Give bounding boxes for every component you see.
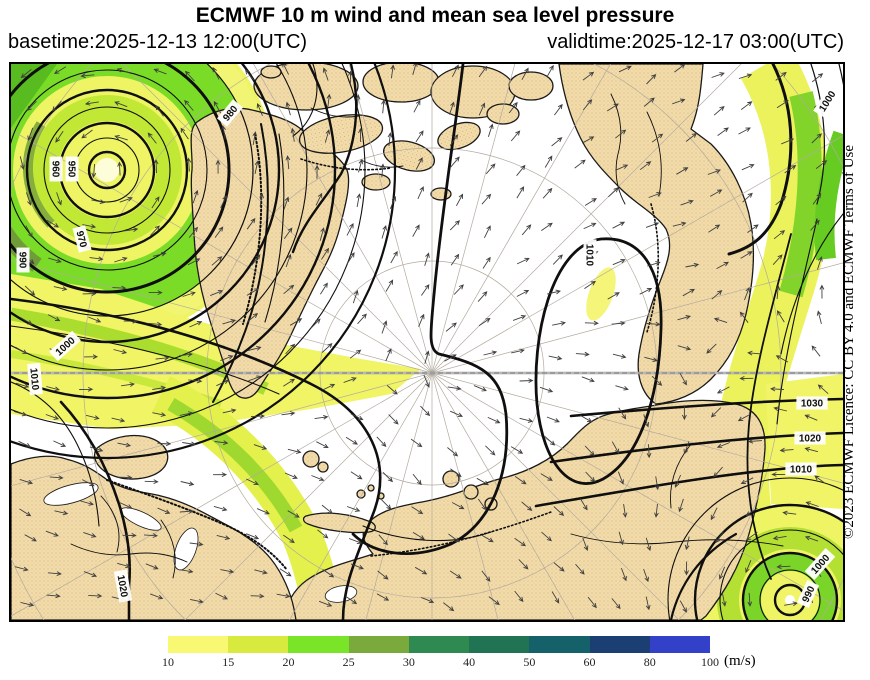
colorbar-segment (168, 636, 229, 653)
copyright-credit: ©2023 ECMWF Licence: CC BY 4.0 and ECMWF… (841, 144, 857, 540)
colorbar-segment (288, 636, 349, 653)
colorbar-segment (529, 636, 590, 653)
time-line: basetime:2025-12-13 12:00(UTC) validtime… (0, 31, 870, 57)
land-novaya-zemlya (302, 512, 376, 534)
pressure-label: 960 (49, 156, 63, 182)
colorbar-labels: 10 15 20 25 30 40 50 60 80 100 (m/s) (162, 653, 868, 673)
colorbar-tick-label: 60 (583, 655, 596, 669)
pressure-label: 1020 (794, 431, 826, 445)
pressure-label: 1010 (785, 462, 817, 476)
colorbar-tick-label: 50 (523, 655, 536, 669)
svg-text:960: 960 (49, 161, 60, 178)
svg-text:1030: 1030 (801, 399, 824, 410)
pressure-label: 990 (16, 247, 30, 273)
validtime-label: validtime:2025-12-17 03:00(UTC) (547, 31, 844, 53)
svg-text:990: 990 (16, 252, 27, 269)
colorbar-tick-label: 20 (282, 655, 295, 669)
colorbar-tick-label: 40 (463, 655, 476, 669)
colorbar-tick-label: 80 (643, 655, 656, 669)
pressure-label: 970 (72, 225, 92, 253)
land-russia (282, 399, 766, 620)
colorbar-segment (589, 636, 650, 653)
map-canvas: 960 9509709809901000101010101030102010101… (11, 64, 843, 620)
weather-map: 960 950 970 980 990 1000 1010 1010 1030 1020 1010 1… (9, 62, 845, 622)
colorbar-segment (469, 636, 530, 653)
coast-speckle (106, 133, 660, 571)
pressure-label: 1010 (583, 239, 597, 271)
colorbar-segment (348, 636, 409, 653)
pressure-label: 1010 (27, 362, 43, 396)
svg-text:1010: 1010 (583, 244, 594, 267)
pressure-label: 1030 (796, 396, 828, 410)
wind-speed-colorbar (168, 636, 710, 653)
colorbar-segment (228, 636, 289, 653)
svg-text:1010: 1010 (27, 368, 40, 392)
colorbar-segment (408, 636, 470, 653)
pressure-label: 950 (65, 156, 79, 182)
land-east-siberia (558, 64, 755, 405)
colorbar-tick-label: 100 (701, 655, 719, 669)
land-detail-lines (70, 93, 784, 579)
svg-text:1020: 1020 (115, 574, 130, 598)
colorbar-tick-label: 15 (222, 655, 235, 669)
page-title: ECMWF 10 m wind and mean sea level press… (195, 4, 675, 27)
pressure-label: 1020 (113, 569, 133, 603)
svg-text:950: 950 (65, 161, 76, 178)
colorbar-tick-label: 10 (162, 655, 174, 669)
colorbar-segment (649, 636, 710, 653)
colorbar-tick-label: 25 (342, 655, 355, 669)
land-layer (11, 64, 766, 620)
svg-text:1020: 1020 (799, 434, 822, 445)
colorbar-unit-label: (m/s) (724, 653, 756, 669)
svg-text:1010: 1010 (790, 465, 813, 476)
colorbar-tick-label: 30 (402, 655, 415, 669)
basetime-label: basetime:2025-12-13 12:00(UTC) (8, 31, 308, 53)
svg-text:970: 970 (73, 230, 88, 249)
